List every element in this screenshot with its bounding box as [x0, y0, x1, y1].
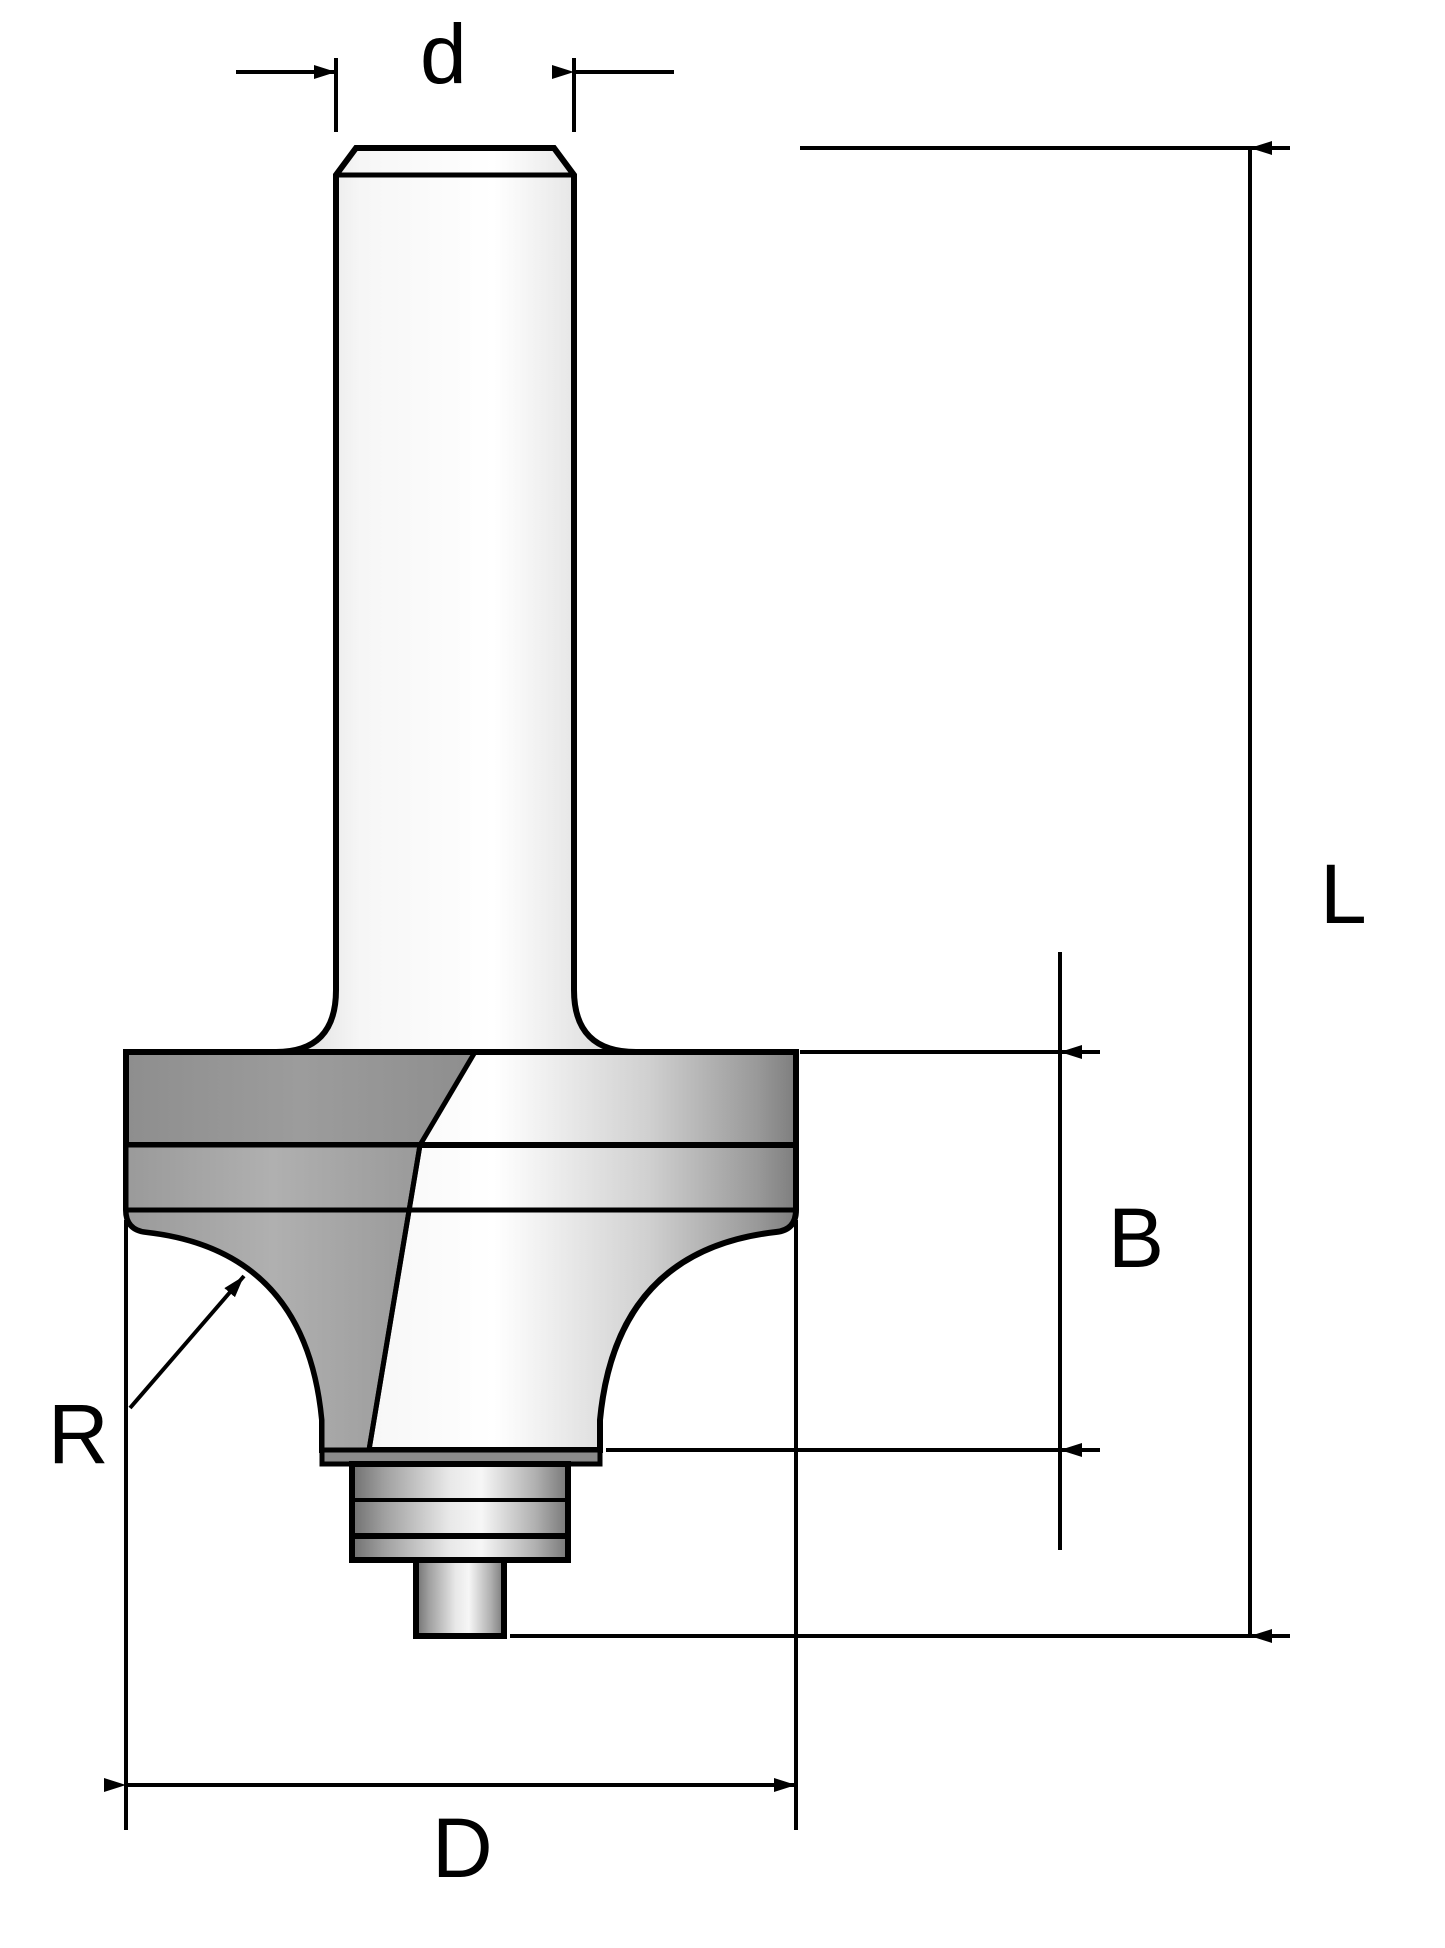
shank	[126, 148, 796, 1145]
label-L: L	[1320, 852, 1367, 936]
label-R: R	[48, 1392, 109, 1476]
body-shoulder-dark	[126, 1052, 475, 1145]
label-B: B	[1108, 1196, 1164, 1280]
stub-shaft	[416, 1560, 504, 1636]
dim-L	[510, 148, 1290, 1636]
dim-R	[130, 1276, 244, 1408]
label-d: d	[420, 12, 467, 96]
bearing-lower-ring	[352, 1536, 568, 1560]
label-D: D	[432, 1806, 493, 1890]
